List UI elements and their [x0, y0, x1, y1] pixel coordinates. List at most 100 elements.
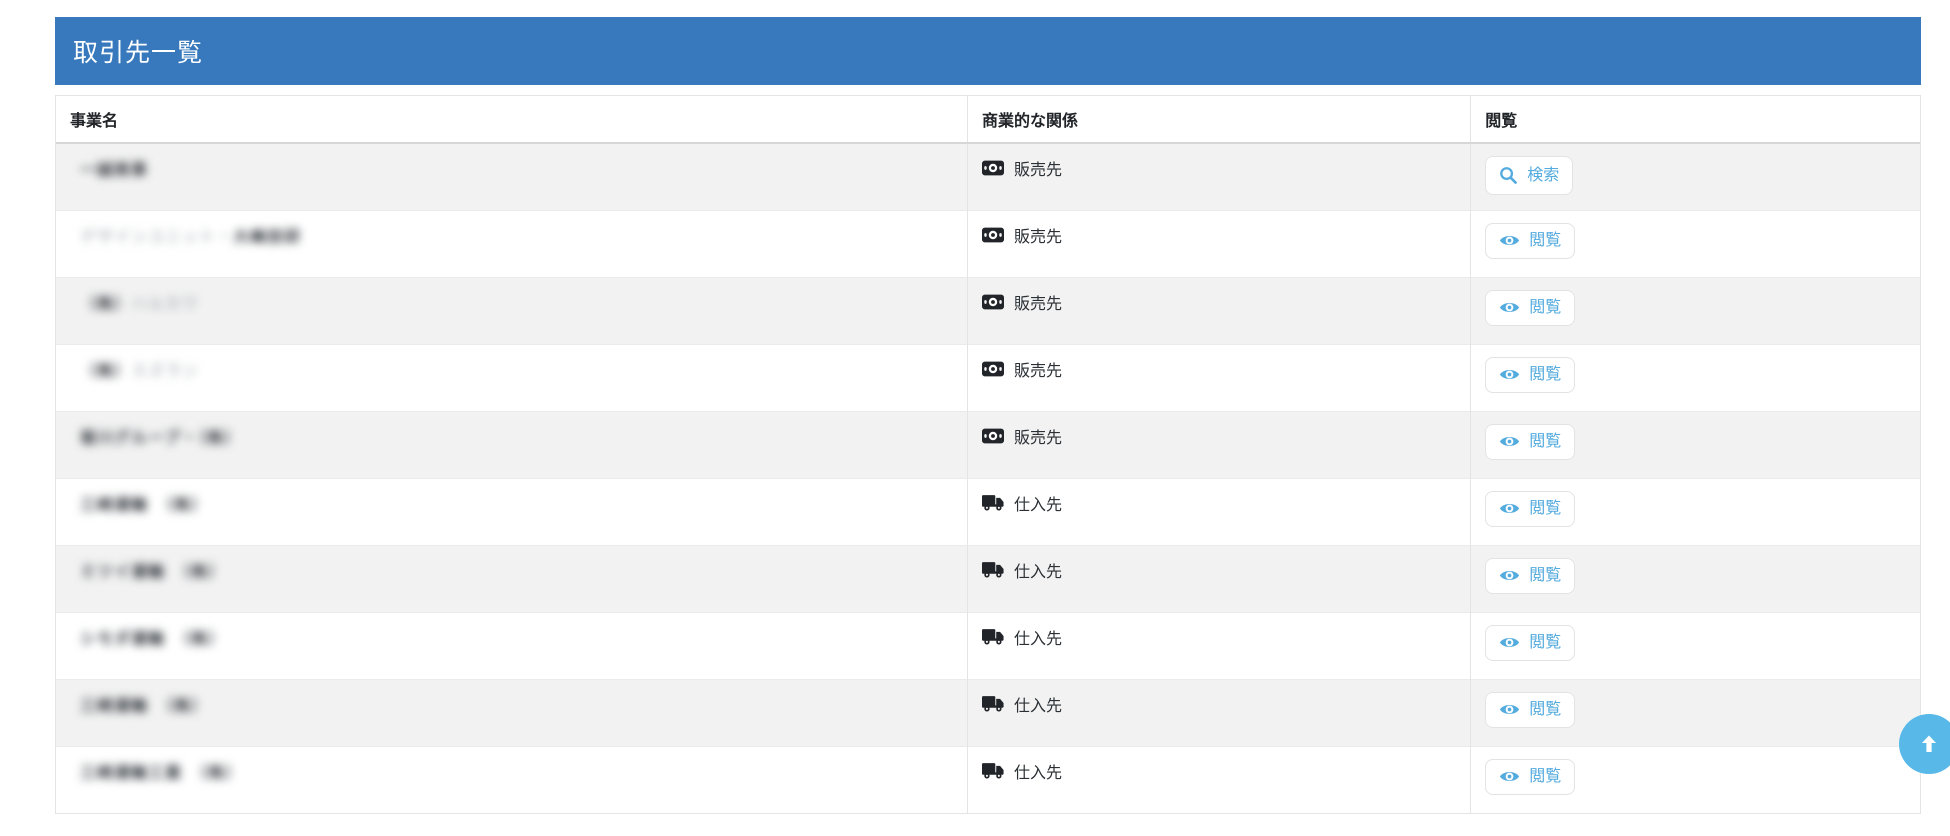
- relation: 販売先: [981, 424, 1062, 448]
- money-bill-icon: [981, 227, 1004, 243]
- partners-panel: 取引先一覧 事業名 商業的な関係 閲覧 一誠商事 販売先 検索 デザインユ: [55, 17, 1921, 814]
- business-name-blurred: 菊川グループ・（株）: [80, 429, 242, 447]
- view-button[interactable]: 閲覧: [1485, 222, 1576, 259]
- truck-icon: [981, 494, 1004, 511]
- eye-icon: [1499, 568, 1520, 583]
- table-row: 三崎運輸工業 （株） 仕入先 閲覧: [56, 745, 1920, 813]
- money-bill-icon: [981, 361, 1004, 377]
- business-name-blurred: 三崎運輸工業 （株）: [80, 764, 243, 782]
- view-cell: 閲覧: [1470, 745, 1920, 813]
- view-button[interactable]: 閲覧: [1485, 758, 1576, 795]
- view-button[interactable]: 閲覧: [1485, 624, 1576, 661]
- business-name-blurred: デザインユニット・: [80, 228, 234, 246]
- business-name-cell: 三崎運輸 （株）: [56, 678, 968, 746]
- money-bill-icon: [981, 294, 1004, 310]
- relation-label: 販売先: [1013, 362, 1062, 380]
- search-icon: [1499, 166, 1518, 185]
- relation-label: 販売先: [1013, 295, 1062, 313]
- button-label: 閲覧: [1529, 633, 1562, 651]
- eye-icon: [1499, 769, 1520, 784]
- eye-icon: [1499, 434, 1520, 449]
- relation-label: 仕入先: [1013, 630, 1062, 648]
- table-row: 三崎運輸 （株） 仕入先 閲覧: [56, 678, 1920, 746]
- relation: 仕入先: [981, 759, 1062, 783]
- table-row: 菊川グループ・（株） 販売先 閲覧: [56, 410, 1920, 478]
- relation: 仕入先: [981, 558, 1062, 582]
- table-row: 一誠商事 販売先 検索: [56, 143, 1920, 210]
- relation-cell: 販売先: [966, 143, 1471, 210]
- search-button[interactable]: 検索: [1485, 156, 1574, 195]
- button-label: 閲覧: [1529, 365, 1562, 383]
- eye-icon: [1499, 367, 1520, 382]
- money-bill-icon: [981, 428, 1004, 444]
- partners-table-wrap: 事業名 商業的な関係 閲覧 一誠商事 販売先 検索 デザインユニット・大峰技研 販売先: [55, 95, 1921, 814]
- relation-label: 仕入先: [1013, 697, 1062, 715]
- view-cell: 閲覧: [1470, 209, 1920, 277]
- eye-icon: [1499, 300, 1520, 315]
- business-name-cell: （株）ハルカワ: [56, 276, 968, 344]
- relation-cell: 販売先: [966, 209, 1471, 277]
- view-cell: 閲覧: [1470, 611, 1920, 679]
- relation-label: 販売先: [1013, 162, 1062, 179]
- arrow-up-icon: [1917, 732, 1941, 756]
- relation: 仕入先: [981, 625, 1062, 649]
- button-label: 閲覧: [1529, 566, 1562, 584]
- relation-cell: 販売先: [966, 343, 1471, 411]
- table-header-row: 事業名 商業的な関係 閲覧: [56, 96, 1920, 144]
- scroll-top-button[interactable]: [1899, 714, 1950, 774]
- view-button[interactable]: 閲覧: [1485, 557, 1576, 594]
- button-label: 検索: [1527, 166, 1560, 184]
- eye-icon: [1499, 233, 1520, 248]
- relation: 販売先: [981, 156, 1062, 180]
- relation: 販売先: [981, 357, 1062, 381]
- relation-cell: 販売先: [966, 276, 1471, 344]
- eye-icon: [1499, 702, 1520, 717]
- button-label: 閲覧: [1529, 499, 1562, 517]
- view-cell: 閲覧: [1470, 343, 1920, 411]
- button-label: 閲覧: [1529, 231, 1562, 249]
- view-button[interactable]: 閲覧: [1485, 691, 1576, 728]
- page-title: 取引先一覧: [73, 39, 204, 67]
- button-label: 閲覧: [1529, 700, 1562, 718]
- relation-cell: 販売先: [966, 410, 1471, 478]
- button-label: 閲覧: [1529, 432, 1562, 450]
- column-header-name: 事業名: [56, 96, 968, 144]
- business-name-cell: 三崎運輸工業 （株）: [56, 745, 968, 813]
- business-name-cell: ミツイ運輸 （株）: [56, 544, 968, 612]
- view-cell: 閲覧: [1470, 544, 1920, 612]
- table-row: ミツイ運輸 （株） 仕入先 閲覧: [56, 544, 1920, 612]
- relation: 仕入先: [981, 692, 1062, 716]
- view-button[interactable]: 閲覧: [1485, 490, 1576, 527]
- relation-label: 販売先: [1013, 228, 1062, 246]
- eye-icon: [1499, 501, 1520, 516]
- view-button[interactable]: 閲覧: [1485, 356, 1576, 393]
- table-row: （株）スズラン 販売先 閲覧: [56, 343, 1920, 411]
- business-name-blurred: 三崎運輸 （株）: [80, 697, 209, 715]
- business-name-cell: 菊川グループ・（株）: [56, 410, 968, 478]
- relation: 販売先: [981, 223, 1062, 247]
- money-bill-icon: [981, 160, 1004, 176]
- relation-cell: 仕入先: [966, 544, 1471, 612]
- view-cell: 閲覧: [1470, 477, 1920, 545]
- eye-icon: [1499, 635, 1520, 650]
- view-button[interactable]: 閲覧: [1485, 289, 1576, 326]
- view-cell: 検索: [1470, 143, 1920, 210]
- column-header-view: 閲覧: [1470, 96, 1920, 144]
- relation-label: 仕入先: [1013, 563, 1062, 581]
- table-row: （株）ハルカワ 販売先 閲覧: [56, 276, 1920, 344]
- relation-label: 仕入先: [1013, 764, 1062, 782]
- table-header: 事業名 商業的な関係 閲覧: [56, 96, 1920, 144]
- table-body: 一誠商事 販売先 検索 デザインユニット・大峰技研 販売先: [56, 143, 1920, 813]
- column-header-relation: 商業的な関係: [966, 96, 1471, 144]
- business-name-blurred: ミツイ運輸 （株）: [80, 563, 226, 581]
- business-name-blurred: シモダ運輸 （株）: [80, 630, 226, 648]
- relation-cell: 仕入先: [966, 745, 1471, 813]
- business-name-blurred: （株）: [80, 362, 132, 380]
- business-name-blurred: スズラン: [131, 362, 200, 380]
- view-button[interactable]: 閲覧: [1485, 423, 1576, 460]
- relation: 販売先: [981, 290, 1062, 314]
- business-name-cell: 一誠商事: [56, 143, 967, 210]
- business-name-cell: デザインユニット・大峰技研: [56, 209, 968, 277]
- view-cell: 閲覧: [1470, 410, 1920, 478]
- truck-icon: [981, 561, 1004, 578]
